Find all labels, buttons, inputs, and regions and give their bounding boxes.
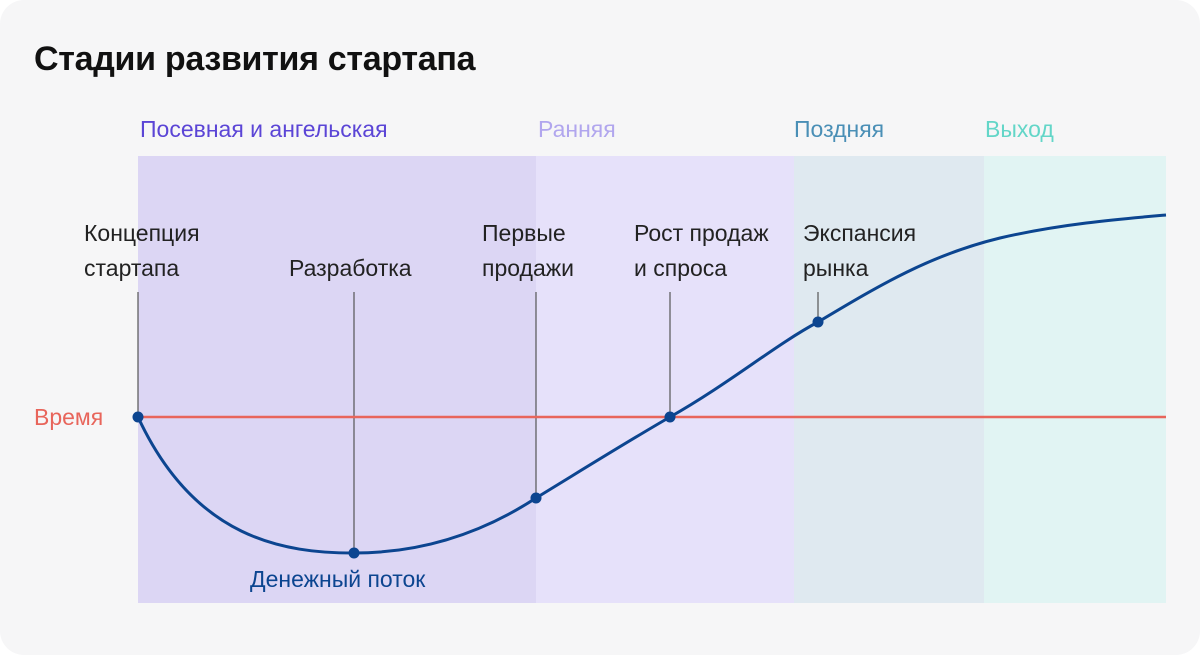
time-axis-label: Время [34,404,104,430]
point-sales-growth [664,411,676,423]
stage-label-early: Ранняя [538,116,616,142]
milestone-concept-line1: Концепция [84,220,200,246]
stage-band-exit [984,156,1166,603]
milestone-market-expansion: Экспансия рынка [803,216,916,286]
stage-label-late: Поздняя [794,116,885,142]
milestone-sales-growth-line1: Рост продаж [634,220,769,246]
point-first-sales [530,492,542,504]
stage-band-seed [138,156,536,603]
milestone-sales-growth-line2: и спроса [634,255,728,281]
point-development [348,547,360,559]
milestone-market-expansion-line1: Экспансия [803,220,917,246]
milestone-market-expansion-line2: рынка [803,255,869,281]
point-market-expansion [812,316,824,328]
milestone-concept-line2: стартапа [84,255,180,281]
milestone-first-sales-line2: продажи [482,255,574,281]
stage-band-early [536,156,794,603]
milestone-first-sales: Первые продажи [482,216,574,286]
milestone-sales-growth: Рост продаж и спроса [634,216,769,286]
cash-flow-label: Денежный поток [250,566,426,592]
point-concept [132,411,144,423]
milestone-concept: Концепция стартапа [84,216,200,286]
page-title: Стадии развития стартапа [34,40,476,78]
milestone-first-sales-line1: Первые [482,220,566,246]
stage-label-seed: Посевная и ангельская [140,116,388,142]
milestone-development-line1: Разработка [289,255,412,281]
milestone-development: Разработка [289,251,412,286]
stage-band-late [794,156,984,603]
stage-label-exit: Выход [985,116,1054,142]
